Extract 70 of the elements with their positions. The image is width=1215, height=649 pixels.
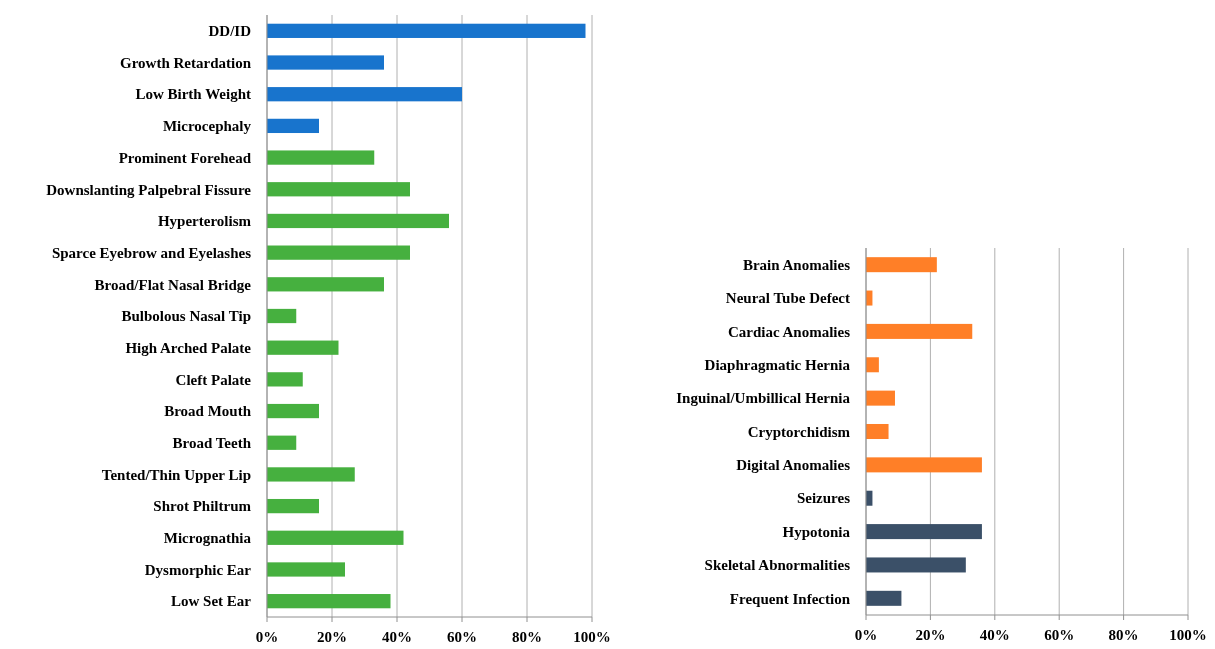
bar	[267, 498, 319, 514]
bar	[866, 590, 902, 606]
y-tick-label: Broad Teeth	[172, 434, 252, 451]
bar	[267, 245, 410, 260]
x-tick-label: 80%	[512, 629, 542, 645]
bar	[267, 182, 410, 197]
bar	[267, 87, 462, 102]
y-tick-label: Seizures	[796, 490, 851, 507]
x-tick-label: 20%	[317, 629, 347, 645]
y-tick-label: Tented/Thin Upper Lip	[101, 466, 251, 483]
bar	[866, 524, 982, 540]
y-tick-label: Shrot Philtrum	[153, 498, 252, 515]
bar	[267, 150, 375, 165]
bar	[267, 213, 449, 229]
x-tick-label: 60%	[447, 629, 477, 645]
x-tick-label: 0%	[255, 629, 279, 645]
bar	[866, 557, 966, 573]
y-tick-label: Hyperterolism	[157, 213, 252, 230]
y-tick-label: Neural Tube Defect	[725, 290, 850, 307]
bar	[267, 467, 355, 482]
y-tick-label: Low Birth Weight	[135, 86, 251, 103]
y-tick-label: Micrognathia	[163, 530, 252, 547]
y-tick-label: Low Set Ear	[171, 593, 252, 610]
y-tick-label: Downslanting Palpebral Fissure	[46, 181, 252, 198]
bar	[267, 277, 384, 292]
x-tick-label: 80%	[1108, 627, 1139, 643]
y-tick-label: Broad/Flat Nasal Bridge	[94, 276, 252, 293]
bar	[267, 340, 339, 355]
y-tick-label: Cleft Palate	[175, 371, 252, 388]
bar	[866, 457, 982, 473]
y-tick-label: Cryptorchidism	[747, 423, 851, 440]
x-tick-label: 0%	[854, 627, 878, 643]
bar	[866, 423, 889, 440]
y-tick-label: Diaphragmatic Hernia	[704, 357, 851, 374]
bar	[267, 435, 297, 450]
bar	[267, 372, 303, 387]
bar	[866, 357, 879, 373]
y-tick-label: Bulbolous Nasal Tip	[121, 308, 251, 325]
bar	[267, 403, 319, 419]
y-tick-label: Dysmorphic Ear	[144, 561, 252, 578]
x-tick-label: 60%	[1044, 627, 1075, 643]
bar	[267, 530, 404, 545]
x-tick-label: 40%	[979, 627, 1010, 643]
x-tick-label: 40%	[382, 629, 412, 645]
y-tick-label: Brain Anomalies	[742, 256, 851, 273]
x-tick-label: 100%	[573, 629, 611, 645]
y-tick-label: Broad Mouth	[164, 403, 252, 420]
bar	[267, 118, 319, 134]
y-tick-label: Prominent Forehead	[118, 149, 252, 166]
y-tick-label: High Arched Palate	[125, 339, 252, 356]
y-tick-label: Sparce Eyebrow and Eyelashes	[51, 244, 252, 261]
y-tick-label: Inguinal/Umbillical Hernia	[676, 390, 851, 407]
bar	[866, 390, 895, 406]
y-tick-label: Digital Anomalies	[736, 457, 851, 474]
y-tick-label: Cardiac Anomalies	[727, 323, 851, 340]
bar	[267, 308, 297, 324]
y-tick-label: Frequent Infection	[729, 590, 851, 607]
y-tick-label: DD/ID	[208, 23, 252, 40]
y-tick-label: Growth Retardation	[120, 54, 252, 71]
bar	[267, 562, 345, 577]
bar	[866, 323, 973, 339]
x-tick-label: 20%	[915, 627, 946, 643]
bar	[267, 23, 586, 38]
y-tick-label: Skeletal Abnormalities	[704, 557, 851, 574]
bar	[267, 594, 391, 609]
x-tick-label: 100%	[1169, 627, 1207, 643]
y-tick-label: Microcephaly	[162, 118, 252, 135]
bar	[866, 257, 937, 273]
bar	[267, 55, 384, 70]
y-tick-label: Hypotonia	[782, 523, 851, 540]
